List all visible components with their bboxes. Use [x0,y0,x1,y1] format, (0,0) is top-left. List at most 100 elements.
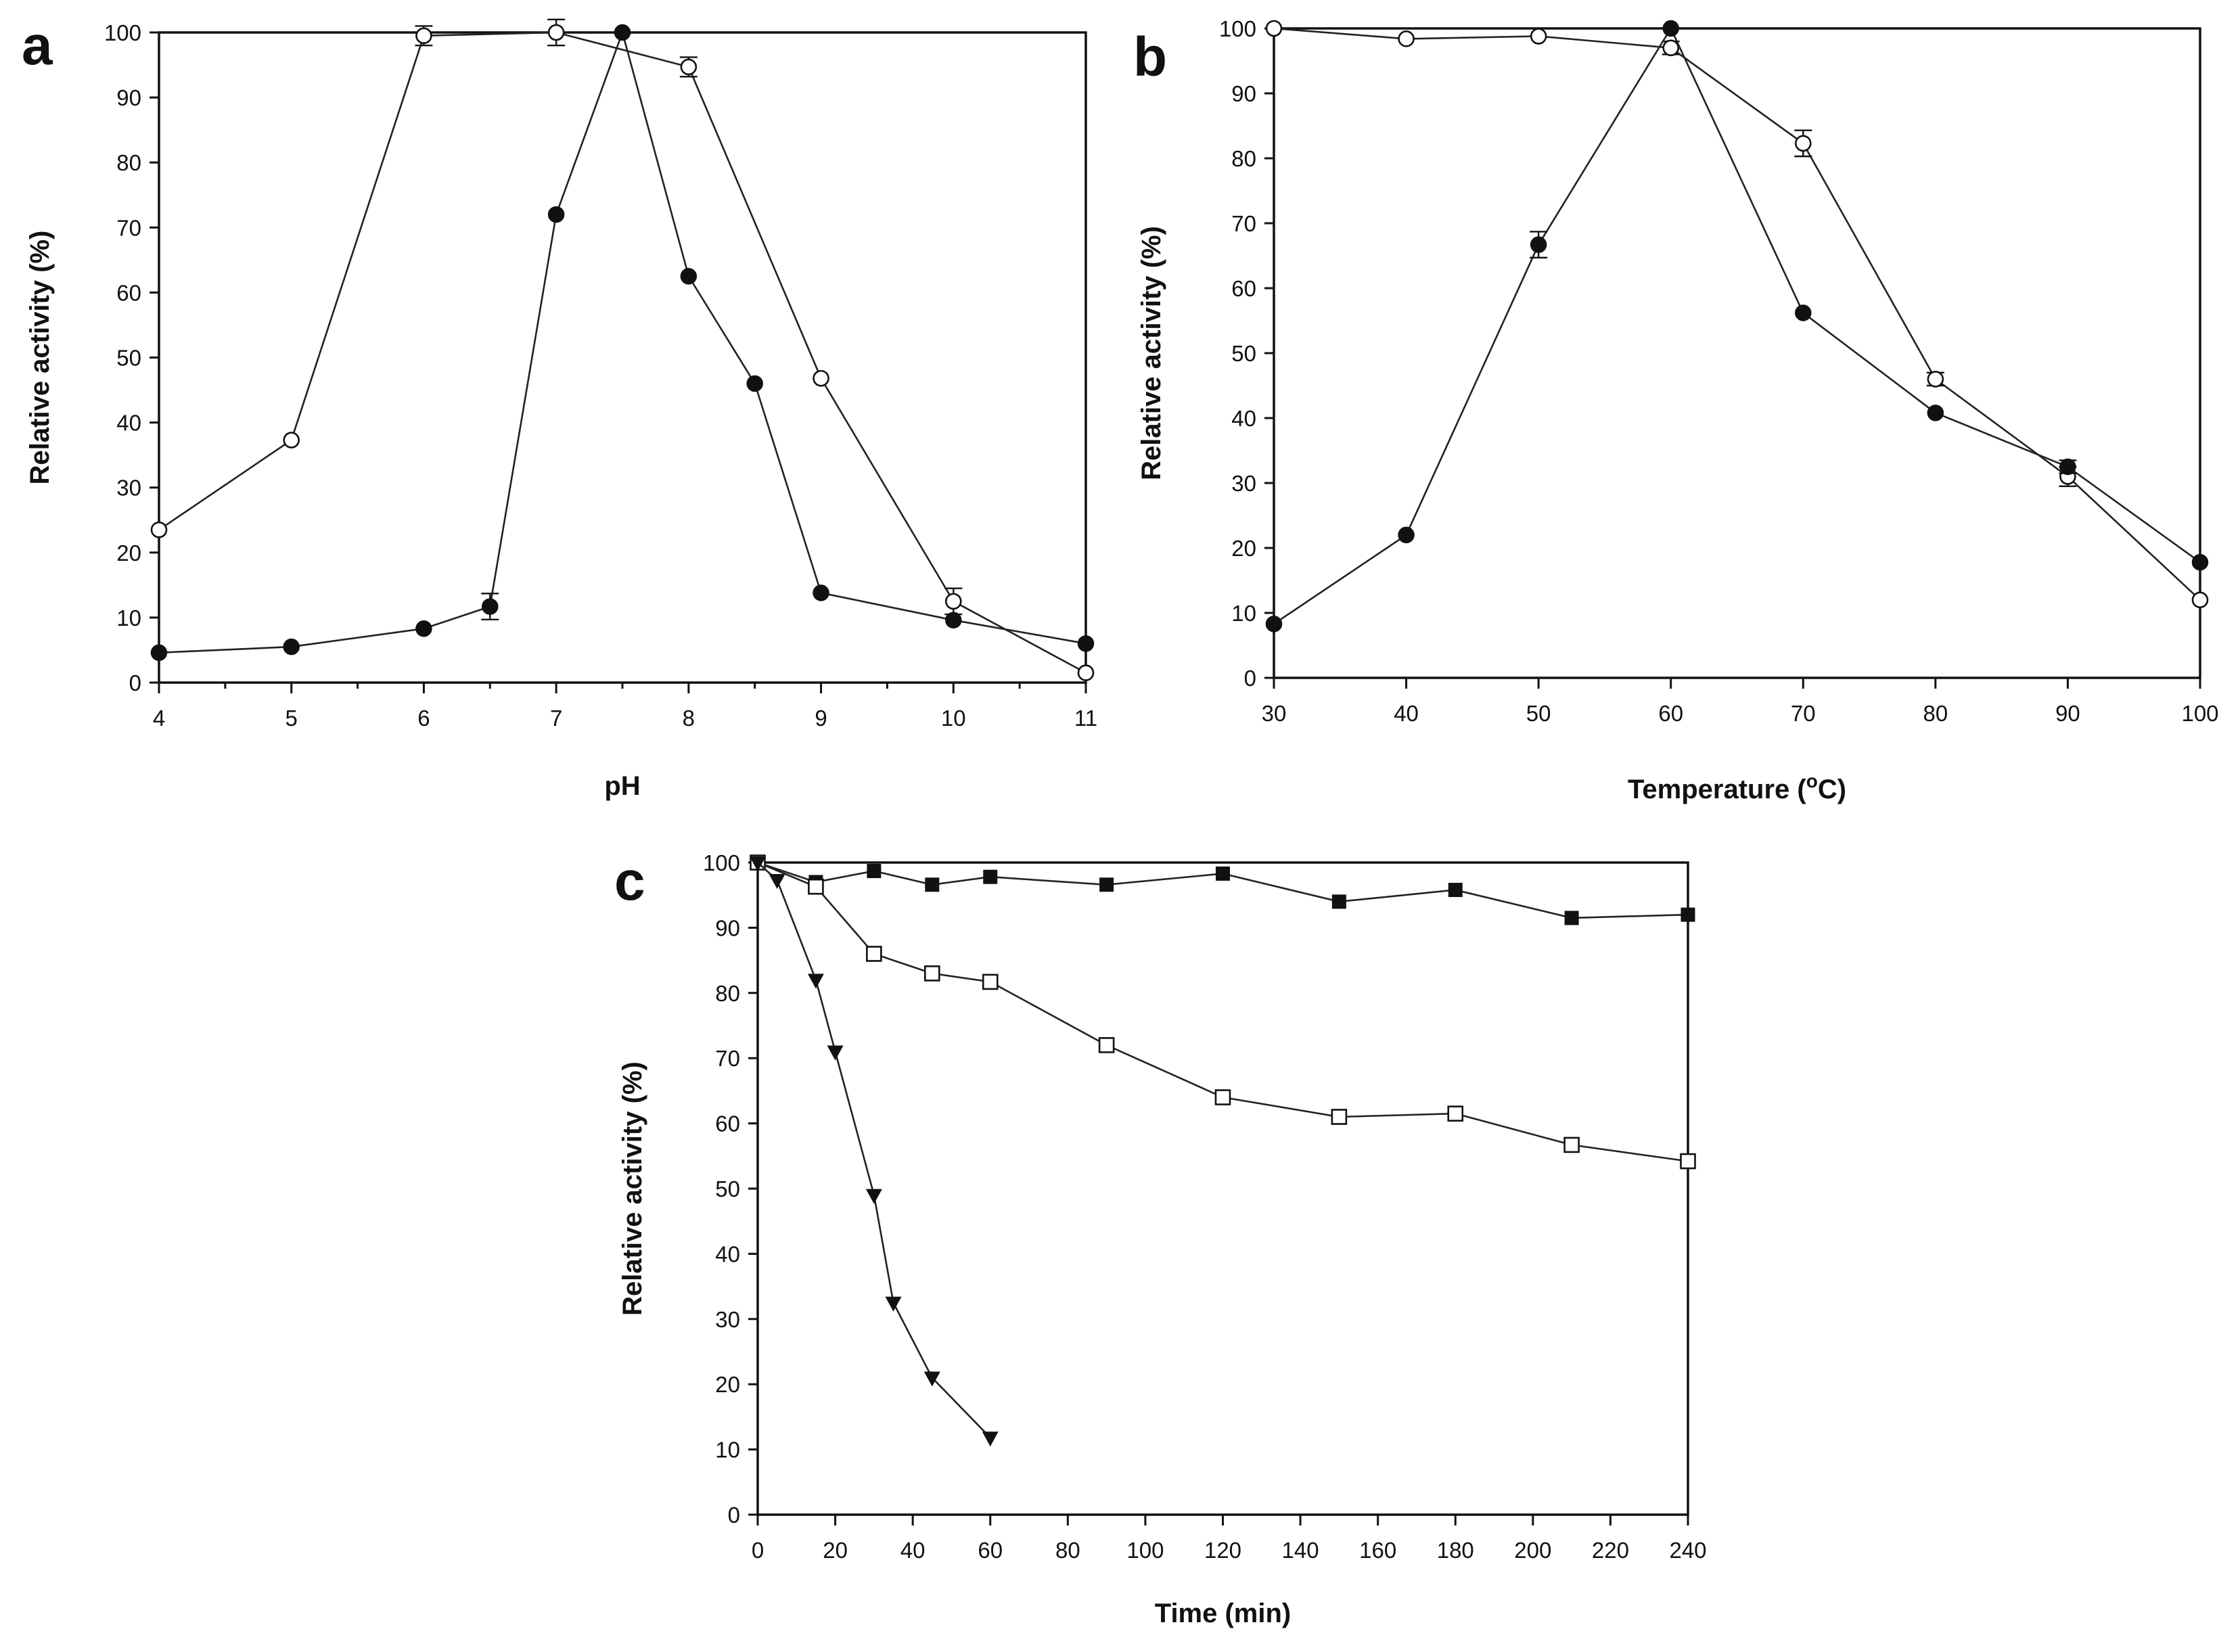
data-point [1794,135,1812,152]
data-point [547,24,565,41]
data-point [1214,1089,1231,1105]
y-tick-label: 0 [728,1502,740,1528]
y-tick-label: 10 [1231,601,1256,626]
y-tick-label: 40 [715,1241,740,1266]
y-tick-label: 30 [116,476,141,501]
data-point [865,1189,882,1204]
y-tick-label: 90 [715,915,740,940]
panel-label: b [1133,26,1167,88]
y-tick-label: 60 [715,1111,740,1137]
data-point [2191,591,2209,609]
y-tick-label: 90 [1231,81,1256,106]
data-point [769,874,785,890]
y-tick-label: 0 [1244,666,1256,691]
data-point [982,1431,999,1447]
data-point [150,644,168,662]
x-tick-label: 140 [1282,1538,1319,1563]
data-point [1398,30,1415,47]
data-point [1077,635,1095,652]
y-tick-label: 10 [116,605,141,630]
y-tick-label: 20 [715,1372,740,1397]
x-tick-label: 100 [1126,1538,1164,1563]
data-point [1662,20,1679,37]
panel-b: b 0 10 20 30 40 50 60 70 80 90 100 30 40 50 60 70 80 90 100… [1133,16,2219,804]
x-tick-label: 7 [550,706,562,731]
x-axis-title-unit: C) [1818,775,1846,804]
y-tick-label: 80 [715,981,740,1006]
data-point [1398,526,1415,544]
x-tick-label: 6 [417,706,430,731]
data-point [1331,1109,1348,1125]
x-tick-label: 80 [1923,701,1948,726]
series-circle-open [150,18,1095,681]
data-point [808,878,824,895]
data-point [1530,28,1547,45]
data-point [283,432,300,449]
x-tick-label: 220 [1592,1538,1629,1563]
y-tick-label: 100 [104,20,141,45]
y-tick-label: 40 [1231,406,1256,431]
series-triangle-down-filled [750,856,999,1447]
x-tick-label: 100 [2181,701,2218,726]
y-tick-label: 70 [1231,211,1256,236]
data-point [867,864,882,879]
data-point [1563,1137,1580,1153]
y-tick-label: 60 [116,280,141,305]
y-tick-label: 50 [715,1176,740,1201]
y-tick-label: 100 [703,850,740,875]
data-point [547,206,565,223]
x-tick-label: 5 [285,706,298,731]
data-point [1530,236,1547,253]
x-tick-label: 20 [823,1538,848,1563]
data-point [1077,664,1095,681]
data-point [945,612,962,628]
x-axis-title-main: Temperature ( [1628,775,1806,804]
x-axis-title: Time (min) [1155,1599,1292,1628]
data-point [1795,304,1812,321]
series-circle-open [1265,20,2209,609]
y-tick-label: 100 [1219,16,1256,41]
x-tick-label: 240 [1669,1538,1706,1563]
x-tick-label: 8 [683,706,695,731]
y-tick-label: 80 [1231,146,1256,171]
y-axis-title: Relative activity (%) [1137,226,1166,480]
y-tick-label: 60 [1231,276,1256,301]
data-point [924,965,940,982]
y-axis-title: Relative activity (%) [618,1061,647,1316]
x-tick-label: 10 [941,706,966,731]
x-tick-label: 0 [752,1538,764,1563]
series-line [158,31,1087,674]
data-point [680,268,698,285]
x-tick-label: 180 [1437,1538,1474,1563]
panel-label: a [22,15,53,76]
x-tick-label: 40 [1394,701,1419,726]
y-tick-label: 50 [116,346,141,371]
x-tick-label: 30 [1262,701,1287,726]
y-tick-label: 20 [1231,536,1256,561]
data-point [1662,39,1680,57]
x-tick-label: 80 [1055,1538,1080,1563]
data-point [1099,877,1114,892]
data-point [813,369,829,387]
data-point [1927,371,1944,388]
panel-label: c [614,850,645,912]
series-line [1273,27,2201,601]
data-point [2191,553,2209,571]
data-point [415,620,432,637]
x-axis-title-superscript: o [1806,771,1818,791]
x-tick-label: 60 [1658,701,1683,726]
y-tick-label: 50 [1231,341,1256,366]
data-point [482,598,499,615]
series-circle-filled [1265,20,2209,633]
data-point [680,58,698,76]
y-tick-label: 40 [116,411,141,436]
y-axis-title: Relative activity (%) [25,231,55,485]
data-point [1927,405,1944,421]
y-tick-label: 10 [715,1438,740,1463]
data-point [885,1296,902,1312]
series-line [757,862,991,1439]
y-tick-label: 90 [116,85,141,110]
data-point [944,593,962,610]
x-tick-label: 50 [1526,701,1551,726]
